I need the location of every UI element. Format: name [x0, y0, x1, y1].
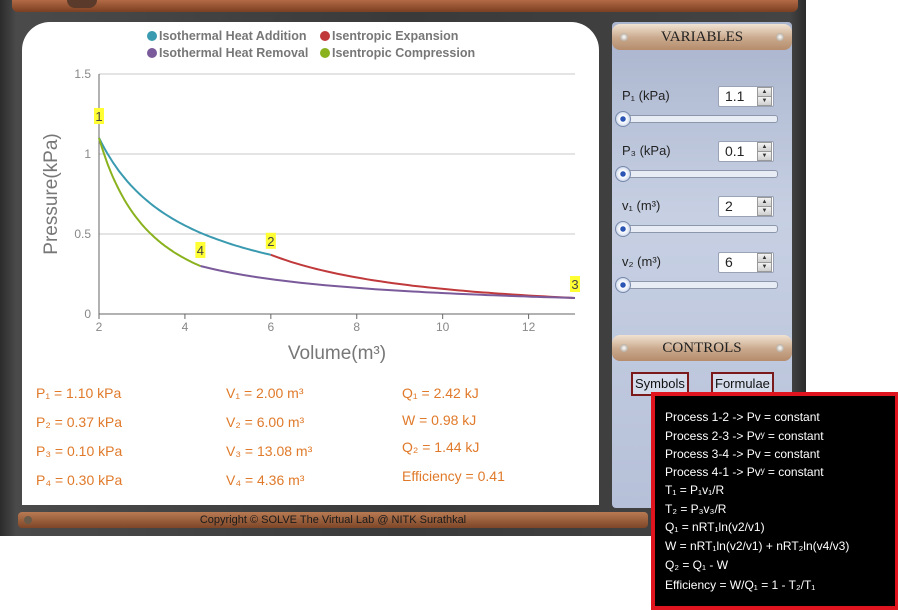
v2-slider[interactable]	[615, 277, 778, 293]
formula-line: Process 2-3 -> Pvʸ = constant	[665, 429, 824, 443]
x-tick-label: 2	[96, 320, 103, 334]
y-tick-label: 1.5	[74, 67, 91, 81]
series-line	[98, 137, 201, 267]
header-knob-left	[620, 33, 628, 41]
v1-down-arrow-icon[interactable]: ▼	[757, 206, 772, 216]
formula-line: Process 4-1 -> Pvʸ = constant	[665, 465, 824, 479]
v1-label: v₁ (m³)	[622, 198, 661, 213]
y-axis-label: Pressure(kPa)	[41, 133, 62, 254]
controls-header: CONTROLS	[612, 335, 792, 361]
v1-stepper[interactable]: 2 ▲ ▼	[718, 196, 774, 217]
legend-marker	[147, 48, 157, 58]
p1-stepper[interactable]: 1.1 ▲ ▼	[718, 86, 774, 107]
x-axis-label: Volume(m³)	[288, 343, 386, 364]
formula-line: Q₂ = Q₁ - W	[665, 558, 729, 572]
x-tick-label: 6	[267, 320, 274, 334]
formula-line: W = nRT₁ln(v2/v1) + nRT₂ln(v4/v3)	[665, 539, 850, 553]
v1-slider[interactable]	[615, 221, 778, 237]
formula-line: Process 3-4 -> Pv = constant	[665, 447, 820, 461]
variables-title: VARIABLES	[660, 29, 744, 45]
controls-title: CONTROLS	[662, 340, 742, 356]
formulae-popup: Process 1-2 -> Pv = constant Process 2-3…	[651, 392, 898, 610]
footer-bar: Copyright © SOLVE The Virtual Lab @ NITK…	[18, 512, 648, 528]
variables-header: VARIABLES	[612, 24, 792, 50]
series-line	[98, 137, 272, 256]
legend-entry: Isothermal Heat Removal	[159, 46, 308, 60]
result-p1: P₁ = 1.10 kPa	[36, 385, 122, 401]
p1-slider-thumb[interactable]	[615, 111, 631, 127]
v1-slider-thumb[interactable]	[615, 221, 631, 237]
formula-line: Q₁ = nRT₁ln(v2/v1)	[665, 520, 765, 534]
legend-marker	[320, 48, 330, 58]
copyright-text: Copyright © SOLVE The Virtual Lab @ NITK…	[199, 514, 467, 526]
point-label: 4	[197, 243, 204, 258]
controls-knob-left	[620, 344, 628, 352]
controls-knob-right	[776, 344, 784, 352]
v2-down-arrow-icon[interactable]: ▼	[757, 262, 772, 272]
v2-value[interactable]: 6	[725, 254, 733, 270]
p1-value[interactable]: 1.1	[725, 88, 745, 104]
result-q1: Q₁ = 2.42 kJ	[402, 385, 479, 401]
x-tick-label: 12	[522, 320, 536, 334]
formula-line: Efficiency = W/Q₁ = 1 - T₂/T₁	[665, 578, 816, 592]
pv-chart: 00.511.52 4 6 8 10 12Volume(m³)Pressure(kPa)1…	[41, 29, 580, 364]
top-knob	[67, 0, 97, 8]
v1-value[interactable]: 2	[725, 198, 733, 214]
v2-stepper[interactable]: 6 ▲ ▼	[718, 252, 774, 273]
result-efficiency: Efficiency = 0.41	[402, 468, 505, 484]
result-v4: V₄ = 4.36 m³	[226, 472, 305, 488]
p3-slider-thumb[interactable]	[615, 166, 631, 182]
header-knob-right	[776, 33, 784, 41]
p1-label: P₁ (kPa)	[622, 88, 670, 103]
top-bar	[12, 0, 798, 12]
legend-entry: Isentropic Expansion	[332, 29, 458, 43]
p1-slider[interactable]	[615, 111, 778, 127]
point-label-bg	[570, 276, 580, 292]
result-v1: V₁ = 2.00 m³	[226, 385, 304, 401]
legend-marker	[320, 31, 330, 41]
result-v3: V₃ = 13.08 m³	[226, 443, 313, 459]
y-tick-label: 0.5	[74, 227, 91, 241]
point-label-bg	[265, 232, 276, 249]
p1-down-arrow-icon[interactable]: ▼	[757, 96, 772, 106]
result-p2: P₂ = 0.37 kPa	[36, 414, 122, 430]
v2-label: v₂ (m³)	[622, 254, 661, 269]
formula-line: T₂ = P₃v₃/R	[665, 502, 727, 516]
v2-slider-thumb[interactable]	[615, 277, 631, 293]
x-tick-label: 8	[353, 320, 360, 334]
p3-stepper[interactable]: 0.1 ▲ ▼	[718, 141, 774, 162]
p3-down-arrow-icon[interactable]: ▼	[757, 151, 772, 161]
y-tick-label: 1	[84, 147, 91, 161]
result-p4: P₄ = 0.30 kPa	[36, 472, 123, 488]
result-q2: Q₂ = 1.44 kJ	[402, 439, 480, 455]
point-label-bg	[94, 108, 104, 124]
legend-entry: Isothermal Heat Addition	[159, 29, 306, 43]
point-label: 2	[267, 234, 274, 249]
series-line	[270, 253, 576, 299]
app-frame: 0 0.5 1 1.5 2 4 6 8 10 12 Volume(m³) Pressure(kPa) 1…	[0, 0, 806, 536]
p3-slider[interactable]	[615, 166, 778, 182]
result-v2: V₂ = 6.00 m³	[226, 414, 305, 430]
result-w: W = 0.98 kJ	[402, 412, 477, 428]
x-tick-label: 10	[436, 320, 450, 334]
footer-knob	[24, 516, 32, 524]
formula-line: T₁ = P₁v₁/R	[665, 483, 725, 497]
legend-marker	[147, 31, 157, 41]
formula-line: Process 1-2 -> Pv = constant	[665, 410, 820, 424]
result-p3: P₃ = 0.10 kPa	[36, 443, 123, 459]
x-tick-label: 4	[182, 320, 189, 334]
point-label: 1	[95, 109, 102, 124]
series-line	[200, 265, 576, 299]
y-tick-label: 0	[84, 307, 91, 321]
point-label-bg	[195, 242, 206, 258]
p3-label: P₃ (kPa)	[622, 143, 671, 158]
legend-entry: Isentropic Compression	[332, 46, 475, 60]
graph-panel: 0 0.5 1 1.5 2 4 6 8 10 12 Volume(m³) Pressure(kPa) 1…	[22, 22, 599, 505]
p3-value[interactable]: 0.1	[725, 143, 745, 159]
point-label: 3	[571, 277, 578, 292]
